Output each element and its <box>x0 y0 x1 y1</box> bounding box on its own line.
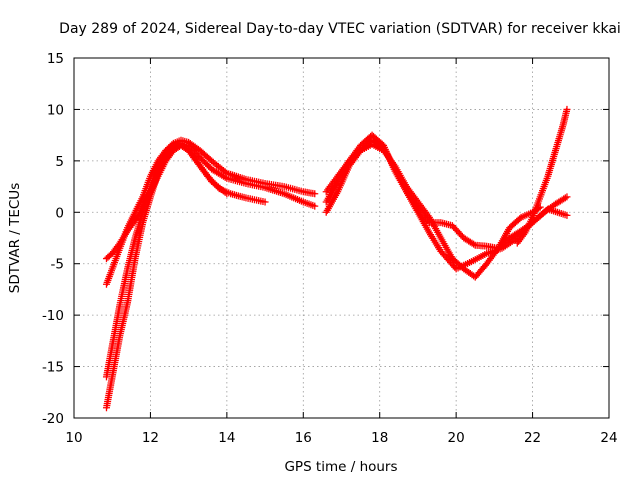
data-point-marker <box>261 198 269 206</box>
x-tick-label: 16 <box>295 430 312 446</box>
y-axis-label: SDTVAR / TECUs <box>7 183 23 293</box>
series-arc-a-morning- <box>102 141 269 263</box>
x-tick-label: 22 <box>524 430 541 446</box>
y-tick-label: 5 <box>55 154 64 170</box>
y-tick-label: 10 <box>47 102 64 118</box>
y-tick-label: -10 <box>42 308 64 324</box>
x-tick-label: 12 <box>142 430 159 446</box>
x-tick-label: 14 <box>218 430 235 446</box>
x-tick-label: 18 <box>371 430 388 446</box>
data-point-marker <box>563 211 571 219</box>
data-point-marker <box>561 194 569 202</box>
chart-title: Day 289 of 2024, Sidereal Day-to-day VTE… <box>59 21 621 37</box>
data-point-marker <box>563 193 571 201</box>
y-tick-label: 15 <box>47 51 64 67</box>
series-arc-d-morning- <box>102 140 231 412</box>
x-tick-label: 24 <box>600 430 617 446</box>
y-tick-label: 0 <box>55 205 64 221</box>
data-point-marker <box>311 190 319 198</box>
axis-ticks: 10 12 14 16 18 20 22 24 -20 -15 -10 -5 0 5 10 15 <box>42 51 618 446</box>
y-tick-label: -15 <box>42 360 64 376</box>
series-arc-h-late-rise- <box>513 105 571 247</box>
data-point-marker <box>470 240 478 248</box>
data-point-marker <box>563 105 571 113</box>
plot-frame <box>73 57 610 419</box>
series-arc-g-afternoon-evening- <box>322 140 544 281</box>
x-tick-label: 10 <box>65 430 82 446</box>
x-axis-label: GPS time / hours <box>284 459 397 475</box>
y-tick-label: -5 <box>51 257 64 273</box>
grid <box>74 58 609 418</box>
data-point-marker <box>311 202 319 210</box>
data-markers <box>102 105 571 412</box>
y-tick-label: -20 <box>42 411 64 427</box>
data-point-marker <box>223 190 231 198</box>
x-tick-label: 20 <box>448 430 465 446</box>
